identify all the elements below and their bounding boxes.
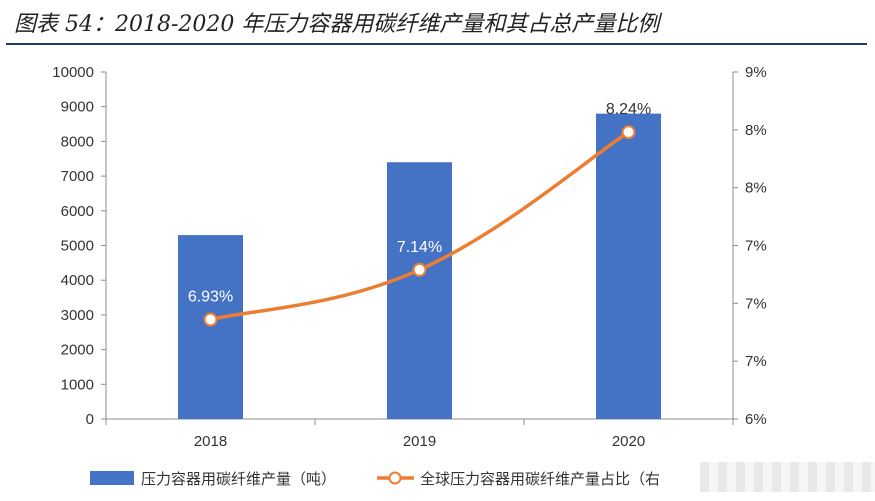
right-axis-tick-label: 7% [745, 238, 767, 255]
data-label: 8.24% [606, 101, 651, 118]
right-axis-tick-label: 8% [745, 180, 767, 197]
figure-title: 图表 54：2018-2020 年压力容器用碳纤维产量和其占总产量比例 [14, 12, 660, 37]
left-axis-tick-label: 9000 [61, 99, 94, 116]
x-axis-tick-label: 2019 [403, 433, 436, 450]
data-label: 6.93% [188, 289, 233, 306]
right-axis-tick-label: 7% [745, 353, 767, 370]
left-axis-tick-label: 8000 [61, 133, 94, 150]
right-axis-tick-label: 6% [745, 411, 767, 428]
bar [596, 113, 661, 419]
legend-label-bar: 压力容器用碳纤维产量（吨） [141, 470, 336, 488]
watermark-blur [700, 462, 875, 492]
left-axis-tick-label: 1000 [61, 376, 94, 393]
left-axis-tick-label: 6000 [61, 203, 94, 220]
left-axis-tick-label: 5000 [61, 238, 94, 255]
left-axis-tick-label: 4000 [61, 272, 94, 289]
right-axis-tick-label: 7% [745, 295, 767, 312]
right-axis-tick-label: 8% [745, 122, 767, 139]
right-axis-tick-label: 9% [745, 64, 767, 81]
line-point [621, 125, 636, 140]
x-axis-tick-label: 2018 [194, 433, 227, 450]
line-point [203, 312, 218, 327]
left-axis-tick-label: 2000 [61, 342, 94, 359]
left-axis-tick-label: 3000 [61, 307, 94, 324]
bar [178, 235, 243, 419]
legend-swatch-bar [90, 471, 134, 485]
data-label: 7.14% [397, 239, 442, 256]
legend-swatch-marker [388, 471, 402, 485]
line-point [412, 262, 427, 277]
legend-label-line: 全球压力容器用碳纤维产量占比（右 [420, 470, 660, 488]
bar [387, 162, 452, 419]
title-divider [6, 43, 867, 45]
left-axis-tick-label: 7000 [61, 168, 94, 185]
x-axis-tick-label: 2020 [612, 433, 645, 450]
left-axis-tick-label: 10000 [52, 64, 94, 81]
left-axis-tick-label: 0 [86, 411, 94, 428]
